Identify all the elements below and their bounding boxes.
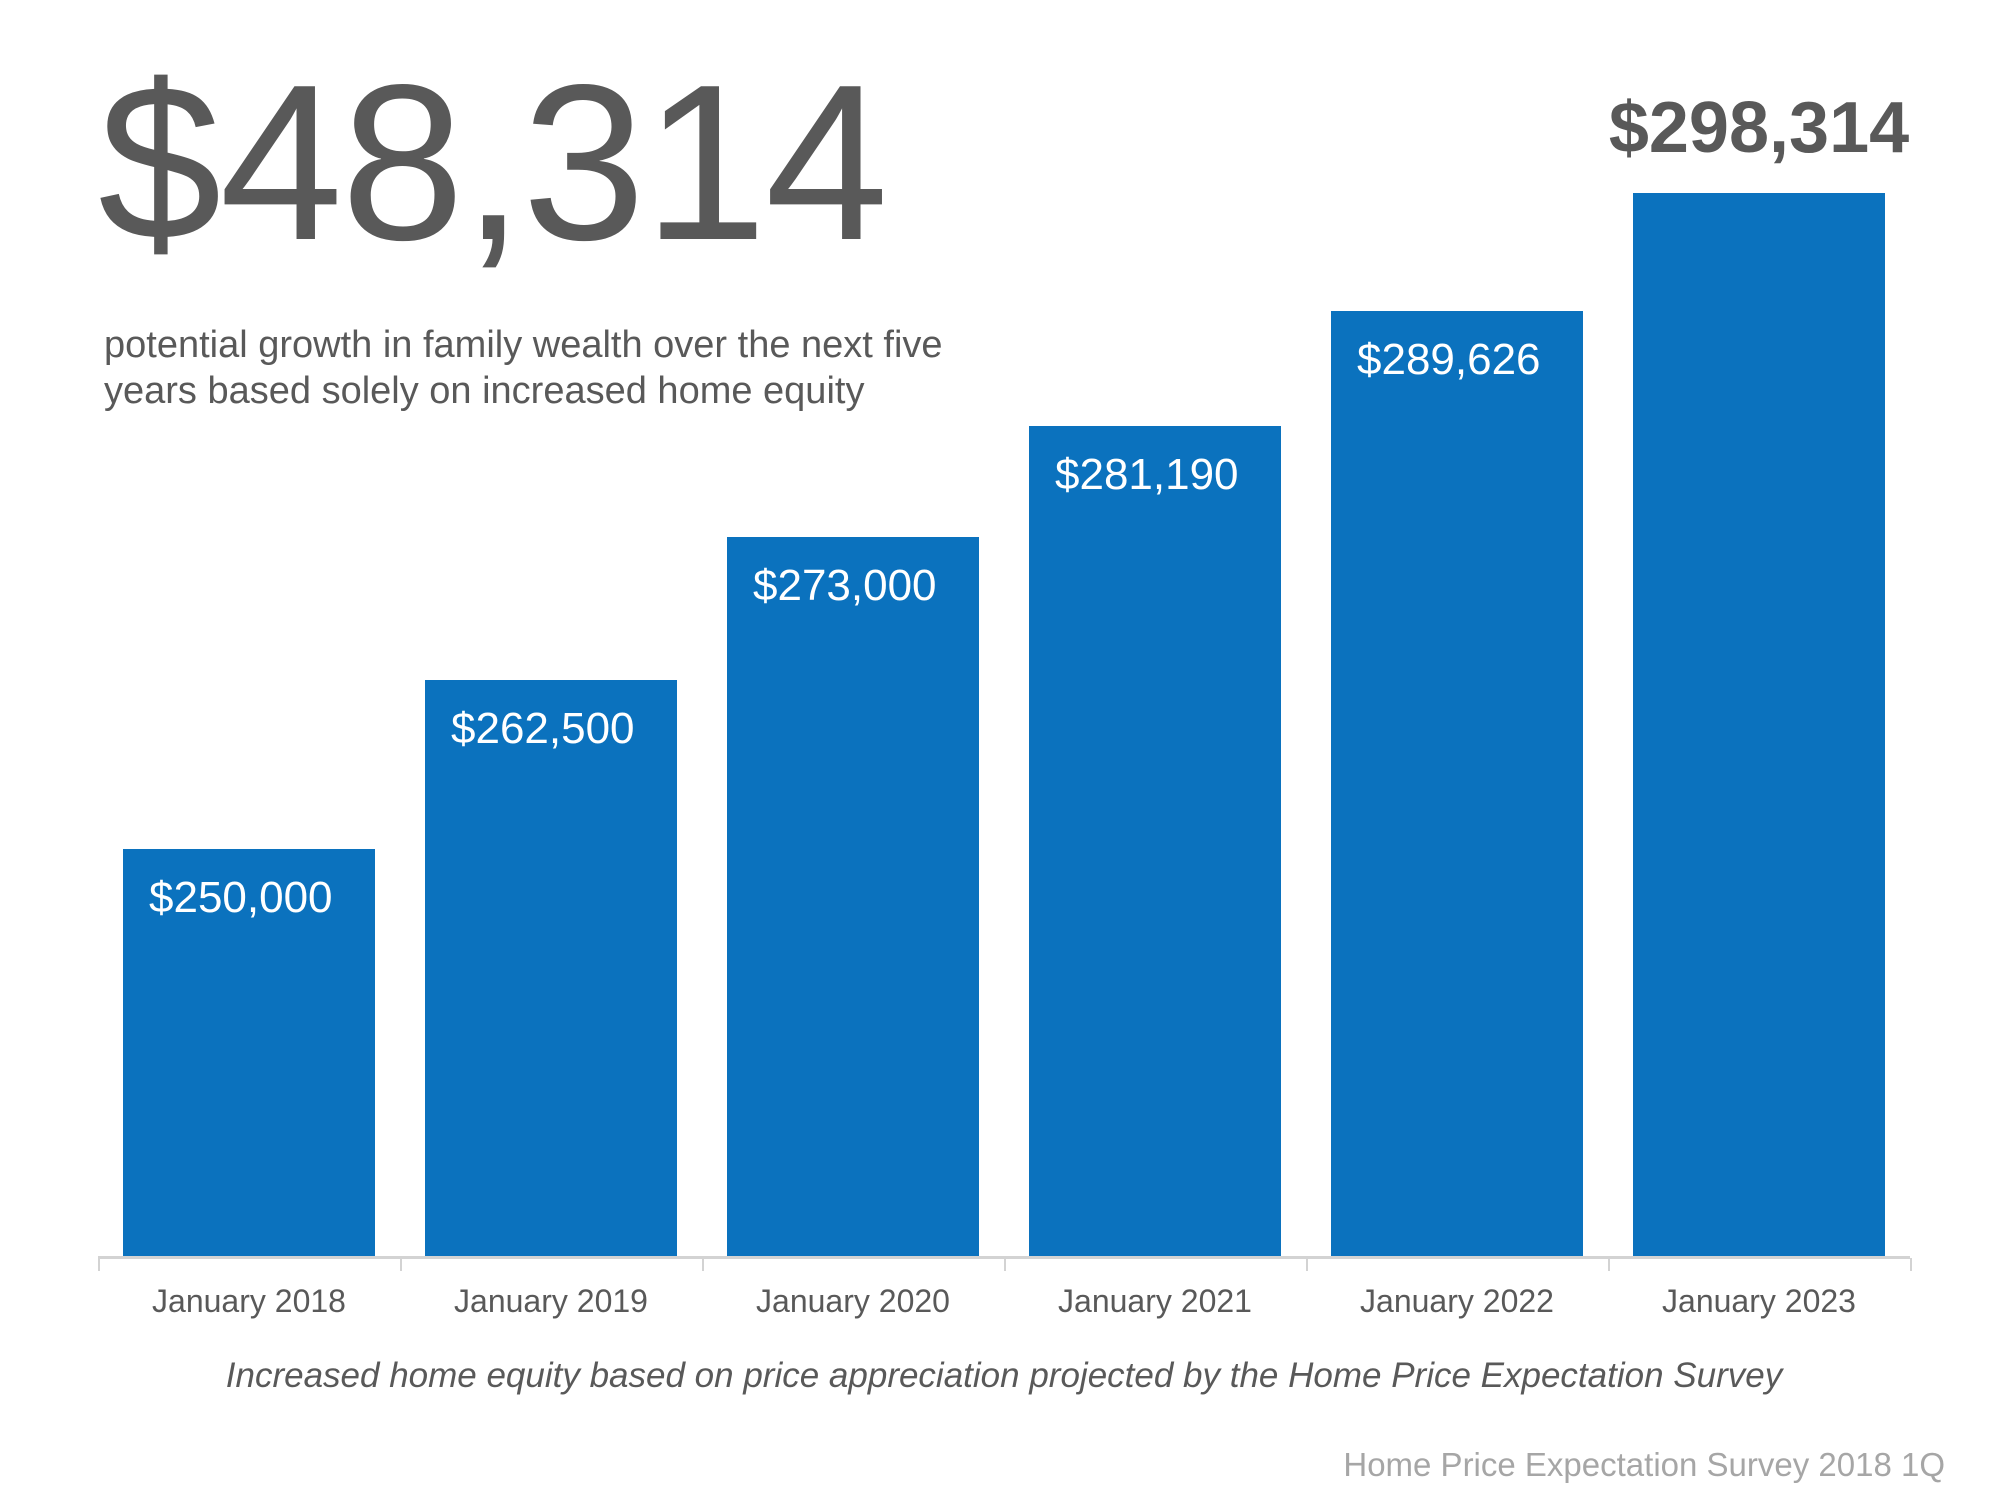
chart-caption: Increased home equity based on price app… [225,1356,1783,1395]
bar-chart-plot-area: $250,000 $262,500 $273,000 $281,190 $289,626… [98,88,1910,1257]
x-axis-tick [1608,1258,1610,1271]
headline-value: $48,314 [98,39,888,287]
x-axis-label-january-2019: January 2019 [454,1283,648,1319]
source-note: Home Price Expectation Survey 2018 1Q [1343,1446,1945,1483]
x-axis-tick [702,1258,704,1271]
bar-value-label-january-2023: $298,314 [1608,88,1910,168]
bar-january-2018: $250,000 [123,849,375,1257]
bar-january-2020: $273,000 [727,537,979,1257]
bar-slot-january-2018: $250,000 [98,193,400,1257]
bar-slot-january-2021: $281,190 [1004,193,1306,1257]
x-axis-tick [1004,1258,1006,1271]
x-axis-tick [400,1258,402,1271]
bar-value-label-january-2020: $273,000 [753,561,937,610]
bar-slot-january-2019: $262,500 [400,193,702,1257]
x-axis-tick [1910,1258,1912,1271]
x-axis-line [98,1256,1910,1259]
x-axis-label-january-2018: January 2018 [152,1283,346,1319]
x-axis-label-january-2023: January 2023 [1662,1283,1856,1319]
bar-january-2021: $281,190 [1029,426,1281,1257]
bar-slot-january-2023: $298,314 [1608,88,1910,1257]
bar-value-label-january-2021: $281,190 [1055,450,1239,499]
bar-value-label-january-2019: $262,500 [451,704,635,753]
headline-description: potential growth in family wealth over t… [104,324,943,413]
bar-value-label-january-2022: $289,626 [1357,335,1541,384]
bar-slot-january-2022: $289,626 [1306,193,1608,1257]
bar-value-label-january-2018: $250,000 [149,873,333,922]
bar-january-2023: $298,314 [1609,88,1909,1257]
x-axis-tick [98,1258,100,1271]
x-axis-label-january-2022: January 2022 [1360,1283,1554,1319]
bar-january-2019: $262,500 [425,680,677,1257]
x-axis-labels: January 2018 January 2019 January 2020 Janu… [98,1283,1910,1320]
x-axis-tick [1306,1258,1308,1271]
x-axis-label-january-2021: January 2021 [1058,1283,1252,1319]
bar-january-2022: $289,626 [1331,311,1583,1257]
bar-slot-january-2020: $273,000 [702,193,1004,1257]
x-axis-label-january-2020: January 2020 [756,1283,950,1319]
